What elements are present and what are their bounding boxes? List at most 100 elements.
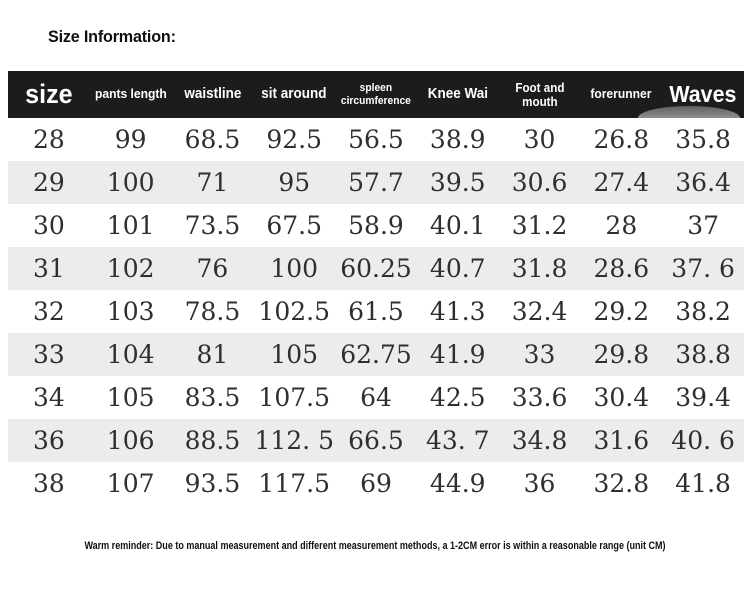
table-cell: 38 — [32, 469, 65, 498]
table-row: 36 106 88.5 112. 5 66.5 43. 7 34.8 31.6 40. 6 — [8, 419, 744, 462]
table-cell: 36.4 — [675, 168, 731, 197]
table-cell: 104 — [106, 340, 155, 369]
table-cell: 28.6 — [593, 254, 650, 283]
table-cell: 33 — [32, 340, 65, 369]
table-cell: 31 — [32, 254, 65, 283]
decorative-arc — [638, 106, 740, 118]
table-row: 29 100 71 95 57.7 39.5 30.6 27.4 36.4 — [8, 161, 744, 204]
table-cell: 26.8 — [593, 125, 650, 154]
table-cell: 105 — [270, 340, 319, 369]
table-cell: 40. 6 — [671, 426, 735, 455]
table-cell: 41.3 — [429, 297, 486, 326]
table-row: 28 99 68.5 92.5 56.5 38.9 30 26.8 35.8 — [8, 118, 744, 161]
table-cell: 95 — [278, 168, 311, 197]
table-cell: 102 — [106, 254, 155, 283]
table-cell: 27.4 — [593, 168, 650, 197]
table-cell: 66.5 — [348, 426, 404, 455]
table-cell: 32.4 — [511, 297, 568, 326]
table-cell: 41.8 — [675, 469, 731, 498]
column-header: sit around — [261, 86, 327, 103]
table-cell: 30 — [523, 125, 556, 154]
table-cell: 43. 7 — [425, 426, 490, 455]
table-cell: 28 — [32, 125, 65, 154]
column-header: size — [25, 79, 73, 110]
table-cell: 33 — [523, 340, 556, 369]
table-cell: 31.6 — [593, 426, 650, 455]
table-cell: 39.5 — [429, 168, 486, 197]
table-cell: 35.8 — [675, 125, 731, 154]
table-cell: 102.5 — [258, 297, 330, 326]
table-cell: 69 — [360, 469, 392, 498]
column-header: spleen circumference — [341, 82, 411, 107]
table-cell: 76 — [196, 254, 229, 283]
table-cell: 41.9 — [429, 340, 486, 369]
table-cell: 29.2 — [593, 297, 650, 326]
table-cell: 57.7 — [348, 168, 404, 197]
column-header: Foot and mouth — [515, 80, 565, 109]
table-cell: 36 — [523, 469, 556, 498]
table-cell: 30.6 — [511, 168, 568, 197]
table-cell: 101 — [106, 211, 155, 240]
table-cell: 29 — [32, 168, 65, 197]
table-cell: 81 — [196, 340, 229, 369]
table-cell: 60.25 — [340, 254, 412, 283]
table-cell: 42.5 — [429, 383, 486, 412]
table-cell: 58.9 — [348, 211, 404, 240]
table-row: 33 104 81 105 62.75 41.9 33 29.8 38.8 — [8, 333, 744, 376]
column-header: forerunner — [590, 86, 652, 102]
table-cell: 61.5 — [348, 297, 404, 326]
table-row: 38 107 93.5 117.5 69 44.9 36 32.8 41.8 — [8, 462, 744, 505]
table-cell: 68.5 — [184, 125, 241, 154]
table-cell: 117.5 — [258, 469, 330, 498]
table-cell: 31.8 — [511, 254, 568, 283]
table-cell: 44.9 — [429, 469, 486, 498]
table-cell: 40.7 — [429, 254, 486, 283]
table-cell: 88.5 — [184, 426, 241, 455]
table-cell: 83.5 — [184, 383, 241, 412]
table-cell: 112. 5 — [254, 426, 334, 455]
table-cell: 30.4 — [593, 383, 650, 412]
table-cell: 100 — [106, 168, 155, 197]
table-cell: 40.1 — [429, 211, 486, 240]
table-cell: 92.5 — [266, 125, 323, 154]
table-row: 30 101 73.5 67.5 58.9 40.1 31.2 28 37 — [8, 204, 744, 247]
table-row: 34 105 83.5 107.5 64 42.5 33.6 30.4 39.4 — [8, 376, 744, 419]
table-cell: 64 — [360, 383, 392, 412]
table-cell: 73.5 — [184, 211, 241, 240]
table-cell: 39.4 — [675, 383, 731, 412]
table-cell: 103 — [106, 297, 155, 326]
table-cell: 32.8 — [593, 469, 650, 498]
page-title: Size Information: — [48, 27, 176, 46]
column-header: pants length — [94, 86, 167, 102]
table-cell: 33.6 — [511, 383, 568, 412]
table-cell: 100 — [270, 254, 319, 283]
table-cell: 105 — [106, 383, 155, 412]
table-cell: 71 — [196, 168, 229, 197]
table-row: 31 102 76 100 60.25 40.7 31.8 28.6 37. 6 — [8, 247, 744, 290]
table-cell: 38.9 — [429, 125, 486, 154]
column-header: Waves — [669, 80, 737, 107]
table-cell: 37. 6 — [671, 254, 735, 283]
table-cell: 36 — [32, 426, 65, 455]
table-cell: 29.8 — [593, 340, 650, 369]
table-cell: 28 — [605, 211, 638, 240]
table-row: 32 103 78.5 102.5 61.5 41.3 32.4 29.2 38.2 — [8, 290, 744, 333]
table-cell: 107 — [106, 469, 155, 498]
column-header: waistline — [183, 86, 241, 103]
table-cell: 38.2 — [675, 297, 731, 326]
table-cell: 93.5 — [184, 469, 241, 498]
table-cell: 32 — [32, 297, 65, 326]
size-table-body: 28 99 68.5 92.5 56.5 38.9 30 26.8 35.8 29 100 71 95 5… — [8, 118, 744, 505]
size-table: size pants length waistline sit around splee… — [8, 71, 744, 505]
table-cell: 78.5 — [184, 297, 241, 326]
table-cell: 34.8 — [511, 426, 568, 455]
table-cell: 67.5 — [266, 211, 323, 240]
table-cell: 106 — [106, 426, 155, 455]
table-cell: 99 — [114, 125, 147, 154]
measurement-note: Warm reminder: Due to manual measurement… — [84, 540, 666, 552]
table-cell: 56.5 — [348, 125, 404, 154]
table-cell: 62.75 — [340, 340, 412, 369]
table-cell: 31.2 — [511, 211, 568, 240]
size-table-header: size pants length waistline sit around splee… — [8, 71, 744, 118]
